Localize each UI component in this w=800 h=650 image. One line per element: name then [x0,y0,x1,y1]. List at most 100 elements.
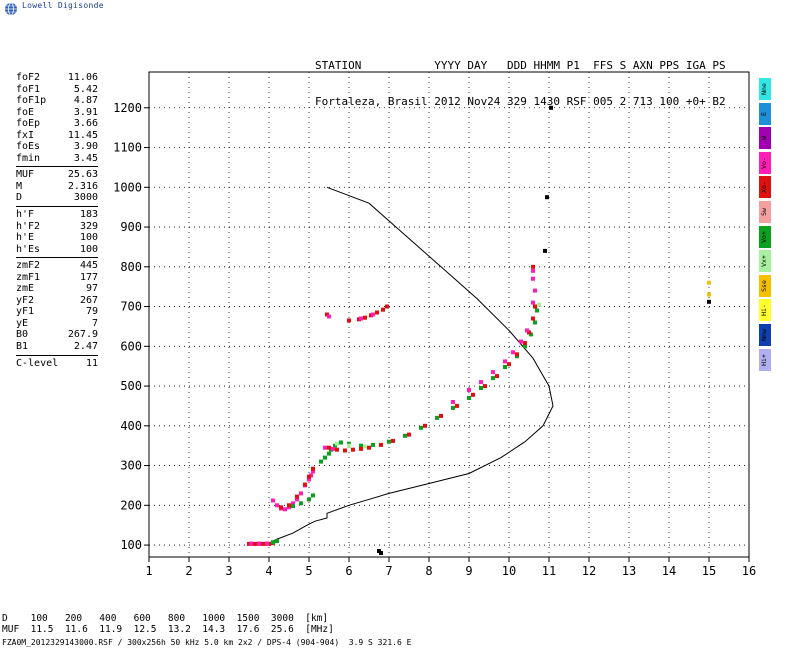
distance-row: D 100 200 400 600 800 1000 1500 3000 [km… [2,613,334,624]
echo-point [507,362,511,367]
echo-point [303,482,307,487]
param-name: foF1 [16,83,41,95]
y-tick-label: 700 [120,300,142,314]
param-value: 5.42 [73,83,98,95]
x-tick-label: 10 [502,564,516,578]
echo-point [491,376,495,381]
echo-point [265,541,269,546]
echo-point [439,413,443,418]
y-tick-label: 1100 [113,141,142,155]
param-name: foF2 [16,72,41,83]
y-tick-label: 600 [120,339,142,353]
x-tick-label: 13 [622,564,636,578]
muf-value: 13.2 [167,624,203,635]
param-name: M [16,180,23,192]
echo-point [483,384,487,389]
echo-point [327,451,331,456]
muf-value: 14.3 [202,624,237,635]
distance-value: 600 [133,613,168,624]
echo-point [295,494,299,499]
echo-point [545,195,549,200]
param-value: 100 [79,243,98,255]
echo-point [275,503,279,508]
legend-label: Hi+ [760,353,768,366]
echo-point [471,392,475,397]
legend-swatch-hi: Hi+ [759,348,771,371]
param-row: foEp 3.66 [16,118,98,130]
legend-swatch-vo: Vo+ [759,225,771,248]
param-row: M 2.316 [16,181,98,193]
param-name: B1 [16,341,29,353]
param-value: 329 [79,220,98,232]
x-tick-label: 2 [185,564,192,578]
param-row: C-level 11 [16,358,98,370]
x-tick-label: 15 [702,564,716,578]
station-header: STATION YYYY DAY DDD HHMM P1 FFS S AXN P… [315,36,726,120]
param-name: yE [16,317,29,329]
echo-point [283,507,287,512]
param-name: foF1p [16,95,47,107]
echo-point [367,445,371,450]
legend-label: Nnw [760,329,768,341]
param-row: fmin 3.45 [16,153,98,165]
echo-point [271,498,275,503]
param-name: fmin [16,152,41,164]
plot-frame [148,71,750,558]
muf-label: MUF [2,624,31,635]
echo-point [495,374,499,379]
echo-point [351,447,355,452]
param-value: 267 [79,294,98,306]
echo-point [707,299,711,304]
echo-point [291,504,295,509]
param-value: 11 [85,357,98,369]
echo-point [511,350,515,355]
echo-point [455,403,459,408]
param-value: 267.9 [67,329,98,341]
y-tick-label: 300 [120,459,142,473]
echo-point [707,280,711,285]
param-name: h'E [16,232,35,244]
x-tick-label: 12 [582,564,596,578]
echo-point [249,541,253,546]
param-row: MUF 25.63 [16,169,98,181]
y-tick-label: 800 [120,260,142,274]
echo-point [479,380,483,385]
distance-value: 800 [167,613,203,624]
header-line-2: Fortaleza, Brasil 2012 Nov24 329 1430 RS… [315,95,726,108]
echo-point [319,459,323,464]
echo-point [371,312,375,317]
echo-point [335,447,339,452]
distance-value: 200 [64,613,100,624]
x-tick-label: 3 [225,564,232,578]
y-tick-label: 1000 [113,180,142,194]
echo-point [299,501,303,506]
param-value: 11.06 [67,72,98,83]
echo-point [451,405,455,410]
x-tick-label: 9 [465,564,472,578]
param-separator [16,354,98,356]
x-tick-label: 5 [305,564,312,578]
param-row: h'Es 100 [16,244,98,256]
y-tick-label: 200 [120,498,142,512]
legend-label: Xo- [760,181,768,194]
echo-point [307,477,311,482]
echo-point [311,469,315,474]
param-value: 3.66 [73,118,98,130]
param-value: 445 [79,260,98,272]
echo-point [335,441,339,446]
muf-value: 11.5 [30,624,65,635]
y-tick-label: 500 [120,379,142,393]
echo-point [535,308,539,313]
legend-label: Nne [760,83,768,95]
x-tick-label: 6 [345,564,352,578]
echo-point [307,497,311,502]
param-name: zmF2 [16,260,41,272]
echo-point [435,415,439,420]
echo-point [531,268,535,273]
legend-swatch-nnw: Nnw [759,323,771,346]
param-value: 3.45 [73,152,98,164]
param-row: zmE 97 [16,283,98,295]
legend-swatch-vo: Vo- [759,151,771,174]
echo-point [339,440,343,445]
